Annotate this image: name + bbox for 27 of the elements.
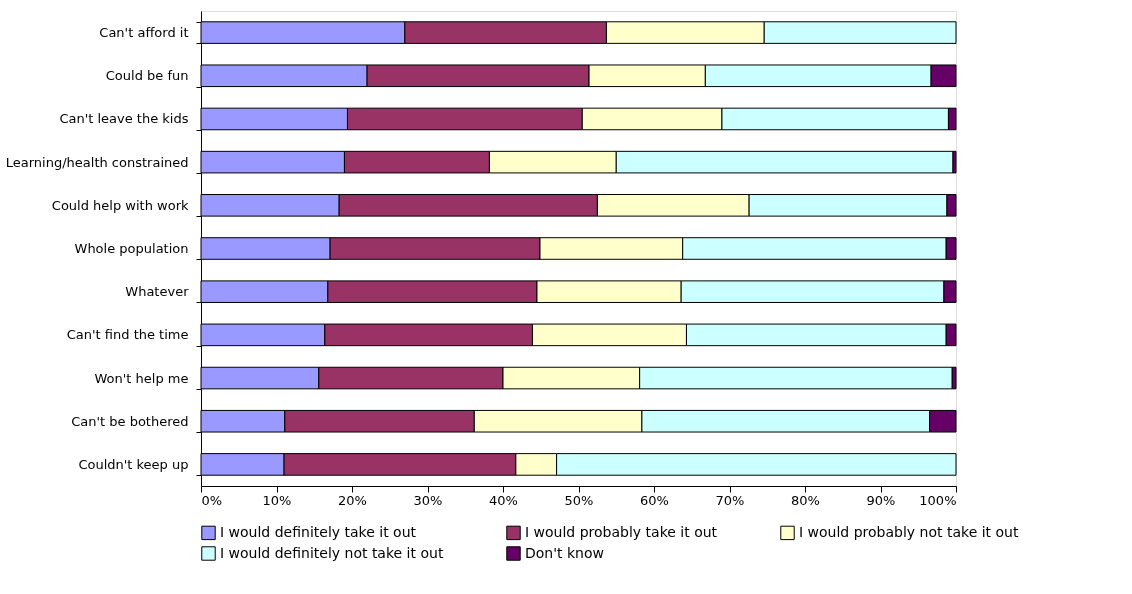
x-tick-label: 50%	[564, 492, 594, 508]
x-tick-label: 10%	[262, 492, 292, 508]
legend-label: I would definitely not take it out	[220, 544, 444, 561]
legend-label: I would definitely take it out	[220, 523, 417, 540]
x-tick-label: 90%	[866, 492, 896, 508]
y-tick-label: Can't find the time	[66, 327, 189, 343]
x-tick-label: 0%	[201, 492, 223, 508]
y-tick-label: Could help with work	[51, 197, 189, 213]
y-tick-label: Can't be bothered	[71, 413, 189, 429]
y-tick-label: Can't afford it	[99, 25, 189, 41]
y-tick-label: Whatever	[125, 284, 190, 300]
legend-label: I would probably take it out	[525, 523, 718, 540]
y-tick-label: Learning/health constrained	[5, 154, 189, 170]
x-tick-label: 40%	[489, 492, 518, 508]
y-tick-label: Could be fun	[105, 68, 189, 84]
x-tick-label: 70%	[715, 492, 745, 508]
y-tick-label: Won't help me	[94, 370, 189, 386]
x-tick-label: 20%	[338, 492, 367, 508]
y-tick-label: Can't leave the kids	[59, 111, 189, 127]
x-tick-label: 30%	[413, 492, 443, 508]
x-tick-label: 100%	[919, 492, 957, 508]
y-tick-label: Couldn't keep up	[78, 456, 189, 472]
legend-label: Don't know	[525, 544, 605, 561]
legend-label: I would probably not take it out	[799, 523, 1019, 540]
x-tick-label: 80%	[791, 492, 820, 508]
y-tick-label: Whole population	[74, 241, 189, 256]
x-tick-label: 60%	[640, 492, 669, 508]
